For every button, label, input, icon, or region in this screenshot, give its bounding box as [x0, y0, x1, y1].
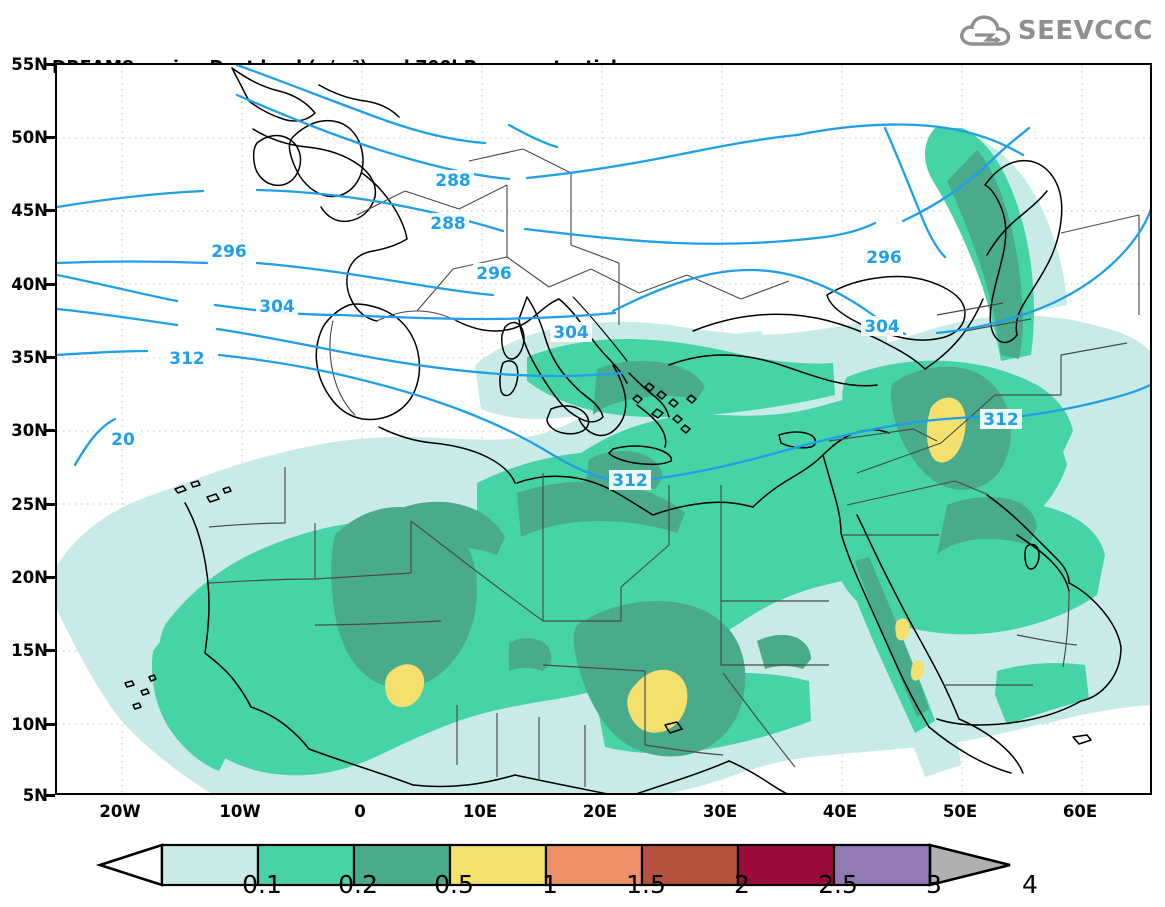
dust-load-contours: [57, 128, 1150, 793]
colorbar-tick-1.5: 1.5: [626, 870, 666, 899]
colorbar-tick-3: 3: [926, 870, 942, 899]
svg-text:304: 304: [259, 297, 295, 317]
svg-text:304: 304: [864, 317, 900, 337]
ytick-mark: [46, 356, 55, 359]
colorbar-tick-4: 4: [1022, 870, 1038, 899]
xtick-50E: 50E: [942, 802, 978, 821]
ytick-15N: 15N: [11, 641, 48, 660]
svg-text:312: 312: [612, 471, 648, 491]
colorbar-tick-2: 2: [734, 870, 750, 899]
svg-text:296: 296: [476, 264, 512, 284]
xtick-60E: 60E: [1062, 802, 1098, 821]
colorbar-tick-0.5: 0.5: [434, 870, 474, 899]
ytick-mark: [46, 723, 55, 726]
ytick-45N: 45N: [11, 201, 48, 220]
ytick-mark: [46, 429, 55, 432]
ytick-mark: [46, 576, 55, 579]
svg-text:312: 312: [169, 349, 205, 369]
coastlines-layer: [124, 67, 1140, 793]
xtick-20E: 20E: [582, 802, 618, 821]
ytick-55N: 55N: [11, 55, 48, 74]
xtick-20W: 20W: [99, 802, 141, 821]
ytick-35N: 35N: [11, 348, 48, 367]
xtick-10W: 10W: [219, 802, 261, 821]
colorbar-tick-1: 1: [542, 870, 558, 899]
ytick-40N: 40N: [11, 275, 48, 294]
ytick-mark: [46, 136, 55, 139]
svg-text:20: 20: [111, 430, 135, 450]
xtick-40E: 40E: [822, 802, 858, 821]
svg-text:296: 296: [211, 242, 247, 262]
colorbar-tick-2.5: 2.5: [818, 870, 858, 899]
ytick-mark: [46, 794, 55, 797]
ytick-mark: [46, 283, 55, 286]
colorbar-tick-0.2: 0.2: [338, 870, 378, 899]
ytick-25N: 25N: [11, 495, 48, 514]
colorbar-tick-0.1: 0.1: [242, 870, 282, 899]
ytick-mark: [46, 649, 55, 652]
seevccc-logo: SEEVCCC: [959, 14, 1153, 48]
svg-text:304: 304: [553, 323, 589, 343]
ytick-20N: 20N: [11, 568, 48, 587]
svg-text:296: 296: [866, 248, 902, 268]
svg-text:312: 312: [983, 410, 1019, 430]
colorbar-svg[interactable]: [0, 843, 1165, 907]
geopotential-contours: 288 288 296 296 296 304 304 304 312 312: [57, 65, 1150, 491]
map-plot-area[interactable]: 288 288 296 296 296 304 304 304 312 312: [55, 63, 1152, 795]
xtick-10E: 10E: [462, 802, 498, 821]
ytick-30N: 30N: [11, 421, 48, 440]
ytick-5N: 5N: [22, 786, 48, 805]
colorbar[interactable]: 0.1 0.2 0.5 1 1.5 2 2.5 3 4: [0, 843, 1165, 907]
ytick-10N: 10N: [11, 715, 48, 734]
xtick-0: 0: [354, 802, 366, 821]
ytick-mark: [46, 503, 55, 506]
xtick-30E: 30E: [702, 802, 738, 821]
ytick-mark: [46, 209, 55, 212]
logo-text: SEEVCCC: [1017, 16, 1153, 46]
cloud-icon: [959, 15, 1011, 46]
ytick-50N: 50N: [11, 128, 48, 147]
svg-text:288: 288: [435, 171, 471, 191]
ytick-mark: [46, 63, 55, 66]
svg-text:288: 288: [430, 214, 466, 234]
